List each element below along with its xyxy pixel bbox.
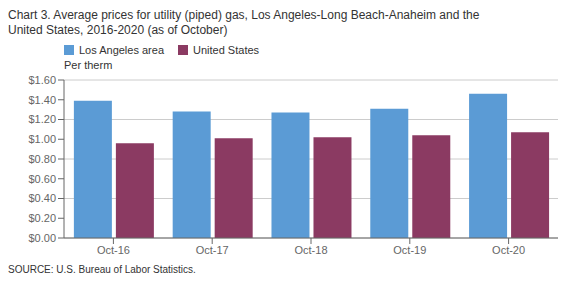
svg-text:$1.00: $1.00 — [28, 133, 56, 145]
svg-text:Oct-17: Oct-17 — [196, 244, 229, 256]
svg-text:Oct-19: Oct-19 — [393, 244, 426, 256]
svg-text:$1.60: $1.60 — [28, 74, 56, 86]
html-text:United States: United States — [193, 44, 260, 56]
svg-text:$0.40: $0.40 — [28, 192, 56, 204]
svg-text:Oct-20: Oct-20 — [492, 244, 525, 256]
svg-text:$0.80: $0.80 — [28, 153, 56, 165]
svg-text:$0.20: $0.20 — [28, 212, 56, 224]
svg-text:Oct-16: Oct-16 — [97, 244, 130, 256]
svg-text:$0.60: $0.60 — [28, 173, 56, 185]
svg-text:$1.40: $1.40 — [28, 94, 56, 106]
html-text:SOURCE: U.S. Bureau of Labor S: SOURCE: U.S. Bureau of Labor Statistics. — [8, 264, 196, 275]
html-text:Chart 3. Average prices for ut: Chart 3. Average prices for utility (pip… — [8, 8, 480, 37]
svg-text:Oct-18: Oct-18 — [294, 244, 327, 256]
svg-text:$1.20: $1.20 — [28, 113, 56, 125]
svg-text:$0.00: $0.00 — [28, 232, 56, 244]
html-text:Los Angeles area: Los Angeles area — [79, 44, 164, 56]
html-text:Per therm: Per therm — [64, 59, 113, 71]
